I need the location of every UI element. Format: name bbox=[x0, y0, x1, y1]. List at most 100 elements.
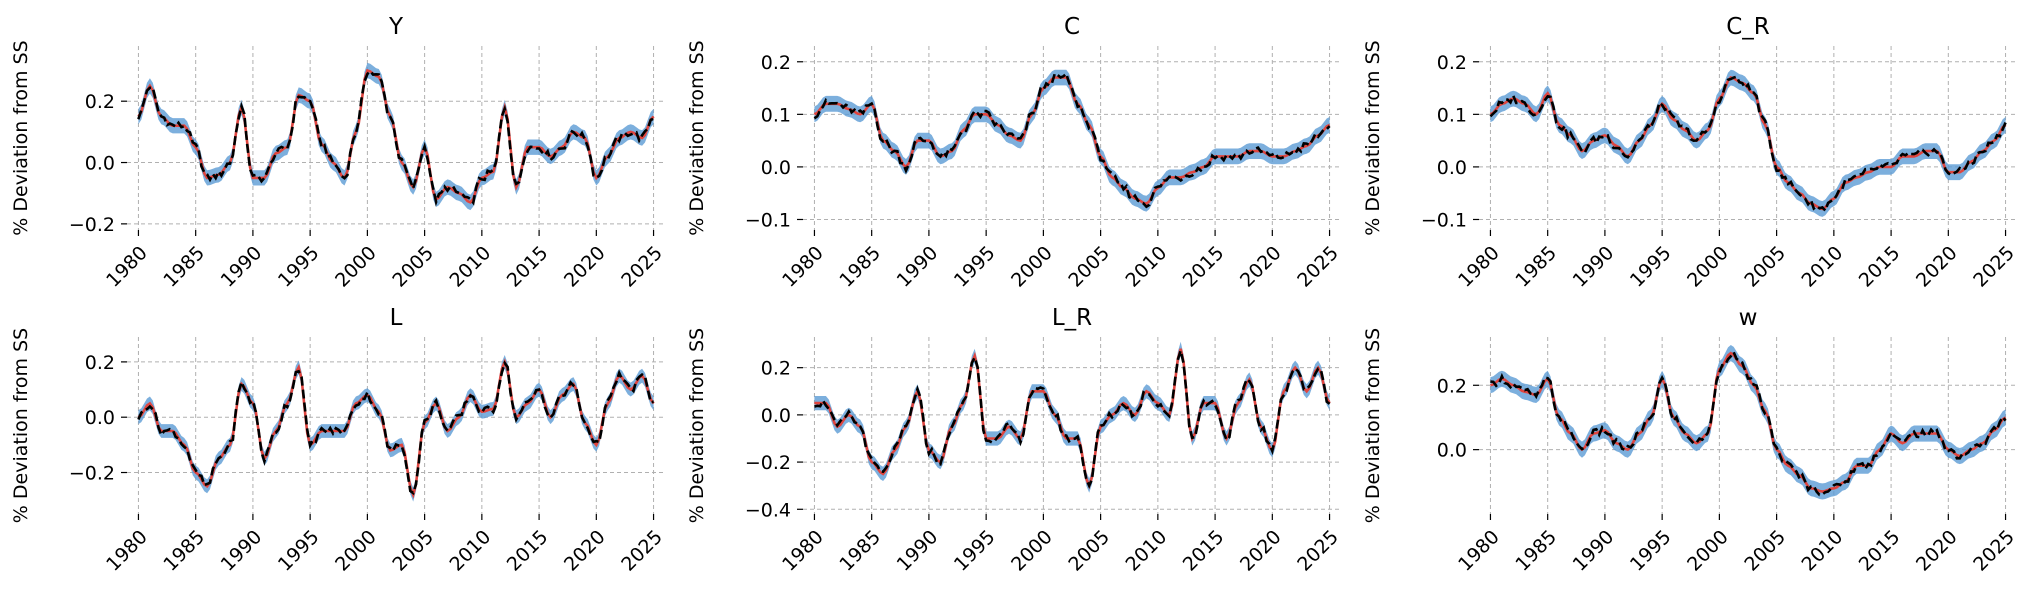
x-tick-label: 2015 bbox=[1855, 242, 1905, 292]
x-tick-label: 1980 bbox=[102, 242, 152, 292]
x-tick-label: 2005 bbox=[1064, 242, 1114, 292]
y-tick-label: 0.0 bbox=[761, 157, 791, 179]
observed-line bbox=[814, 345, 1331, 489]
x-tick-label: 2000 bbox=[331, 526, 381, 576]
x-tick-label: 1985 bbox=[835, 242, 885, 292]
panel-title: Y bbox=[388, 14, 404, 40]
panel-title: C_R bbox=[1726, 14, 1770, 40]
y-tick-label: 0.0 bbox=[85, 153, 115, 175]
panel-l-r: L_R −0.4 −0.2 0.0 0.2 1980 1985 1990 1995 2000 200… bbox=[686, 305, 1343, 576]
y-axis-label: % Deviation from SS bbox=[10, 328, 32, 523]
credible-band bbox=[138, 355, 654, 502]
x-tick-label: 2005 bbox=[1064, 526, 1114, 576]
x-tick-label: 2020 bbox=[1912, 242, 1962, 292]
x-tick-label: 2025 bbox=[617, 526, 667, 576]
x-tick-label: 2020 bbox=[560, 242, 610, 292]
x-tick-label: 1985 bbox=[159, 526, 209, 576]
y-tick-label: −0.2 bbox=[69, 463, 115, 485]
credible-band bbox=[814, 341, 1330, 493]
y-axis-label: % Deviation from SS bbox=[686, 328, 708, 523]
panel-title: w bbox=[1739, 305, 1758, 331]
y-tick-label: 0.0 bbox=[1437, 157, 1467, 179]
y-tick-label: −0.1 bbox=[1421, 209, 1467, 231]
x-tick-label: 1980 bbox=[778, 242, 828, 292]
x-tick-label: 1985 bbox=[1511, 242, 1561, 292]
y-tick-label: −0.1 bbox=[745, 209, 791, 231]
x-tick-label: 1980 bbox=[1454, 526, 1504, 576]
x-tick-label: 2025 bbox=[1969, 526, 2019, 576]
y-tick-label: 0.2 bbox=[85, 352, 115, 374]
median-line bbox=[1489, 351, 2007, 493]
grid bbox=[127, 337, 665, 514]
x-tick-label: 2010 bbox=[446, 526, 496, 576]
x-tick-label: 1980 bbox=[1454, 242, 1504, 292]
panel-title: L bbox=[390, 305, 403, 331]
x-tick-label: 2010 bbox=[1122, 242, 1172, 292]
x-tick-label: 2015 bbox=[503, 526, 553, 576]
observed-line bbox=[137, 360, 654, 496]
x-tick-label: 2020 bbox=[1912, 526, 1962, 576]
x-tick-label: 2025 bbox=[1969, 242, 2019, 292]
observed-line bbox=[813, 71, 1331, 209]
x-tick-label: 1985 bbox=[835, 526, 885, 576]
x-tick-label: 1990 bbox=[217, 242, 267, 292]
y-axis-label: % Deviation from SS bbox=[686, 40, 708, 235]
x-tick-label: 1985 bbox=[1511, 526, 1561, 576]
y-tick-label: 0.1 bbox=[1437, 104, 1467, 126]
x-tick-label: 1995 bbox=[950, 526, 1000, 576]
x-tick-label: 2025 bbox=[617, 242, 667, 292]
x-tick-label: 2015 bbox=[1179, 242, 1229, 292]
y-tick-label: 0.2 bbox=[1437, 375, 1467, 397]
x-tick-label: 2005 bbox=[388, 526, 438, 576]
median-line bbox=[137, 358, 655, 499]
x-tick-label: 1995 bbox=[950, 242, 1000, 292]
y-tick-label: 0.2 bbox=[761, 358, 791, 380]
y-axis-label: % Deviation from SS bbox=[10, 40, 32, 235]
grid bbox=[127, 46, 665, 230]
panel-title: C bbox=[1064, 14, 1080, 40]
x-tick-label: 2010 bbox=[446, 242, 496, 292]
x-tick-label: 1980 bbox=[102, 526, 152, 576]
y-tick-label: 0.0 bbox=[85, 407, 115, 429]
panel-c-r: C_R −0.1 0.0 0.1 0.2 1980 1985 1990 1995 2000 2005… bbox=[1362, 14, 2019, 292]
x-tick-label: 2020 bbox=[560, 526, 610, 576]
y-tick-label: 0.0 bbox=[1437, 440, 1467, 462]
y-tick-label: 0.1 bbox=[761, 104, 791, 126]
x-tick-label: 2020 bbox=[1236, 526, 1286, 576]
observed-line bbox=[1490, 349, 2007, 497]
median-line bbox=[1489, 76, 2007, 211]
x-tick-label: 2000 bbox=[1683, 526, 1733, 576]
observed-line bbox=[1489, 75, 2007, 214]
y-tick-label: −0.2 bbox=[745, 452, 791, 474]
x-tick-label: 2025 bbox=[1293, 526, 1343, 576]
y-tick-label: −0.4 bbox=[745, 499, 791, 521]
grid bbox=[803, 46, 1341, 230]
x-tick-label: 2000 bbox=[1007, 242, 1057, 292]
x-tick-label: 2010 bbox=[1798, 242, 1848, 292]
x-tick-label: 1990 bbox=[217, 526, 267, 576]
x-tick-label: 1990 bbox=[1569, 526, 1619, 576]
x-tick-label: 1995 bbox=[274, 242, 324, 292]
x-tick-label: 1990 bbox=[893, 242, 943, 292]
x-tick-label: 2000 bbox=[331, 242, 381, 292]
x-tick-label: 2020 bbox=[1236, 242, 1286, 292]
x-tick-label: 1995 bbox=[274, 526, 324, 576]
panel-title: L_R bbox=[1052, 305, 1092, 331]
x-tick-label: 2000 bbox=[1007, 526, 1057, 576]
x-tick-label: 2005 bbox=[388, 242, 438, 292]
y-tick-label: 0.2 bbox=[85, 91, 115, 113]
x-tick-label: 1995 bbox=[1626, 526, 1676, 576]
x-tick-label: 1995 bbox=[1626, 242, 1676, 292]
x-tick-label: 1990 bbox=[1569, 242, 1619, 292]
x-tick-label: 2015 bbox=[503, 242, 553, 292]
y-axis-label: % Deviation from SS bbox=[1362, 40, 1384, 235]
x-tick-label: 2005 bbox=[1740, 242, 1790, 292]
y-tick-label: −0.2 bbox=[69, 214, 115, 236]
x-tick-label: 2015 bbox=[1179, 526, 1229, 576]
y-axis-label: % Deviation from SS bbox=[1362, 328, 1384, 523]
